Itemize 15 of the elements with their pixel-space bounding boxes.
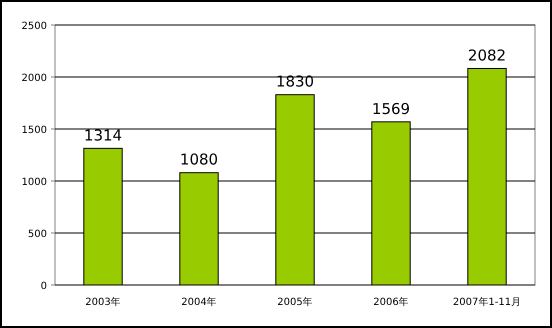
data-label: 1569 [372, 100, 410, 118]
data-label: 1080 [180, 150, 218, 169]
y-tick-label: 0 [40, 281, 47, 292]
y-tick-label: 2500 [22, 21, 47, 32]
x-tick-label: 2005年 [277, 296, 313, 308]
data-label: 1314 [84, 126, 122, 144]
y-tick-label: 2000 [22, 73, 47, 84]
y-tick-label: 500 [28, 229, 47, 240]
y-tick-label: 1500 [22, 125, 47, 136]
x-tick-label: 2004年 [181, 296, 217, 308]
data-label: 2082 [468, 46, 506, 64]
x-tick-label: 2007年1-11月 [452, 296, 522, 308]
y-tick-label: 1000 [22, 177, 47, 188]
x-tick-label: 2003年 [85, 296, 121, 308]
x-tick-label: 2006年 [373, 296, 409, 308]
